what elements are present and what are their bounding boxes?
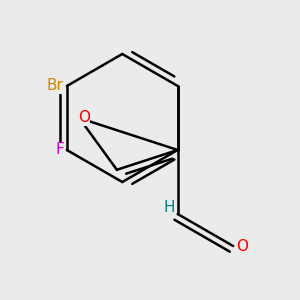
Text: F: F (55, 142, 64, 158)
Text: O: O (78, 110, 90, 125)
Text: Br: Br (47, 79, 64, 94)
Text: H: H (163, 200, 175, 215)
Text: O: O (236, 238, 248, 253)
